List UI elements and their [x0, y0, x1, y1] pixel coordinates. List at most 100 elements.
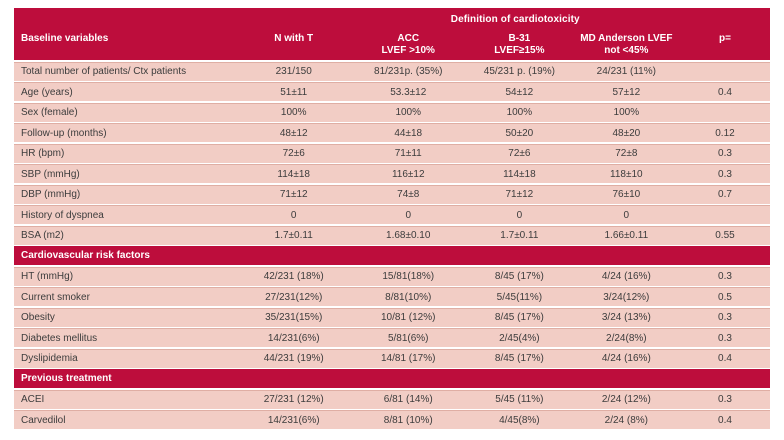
column-header-n-with-t: N with T [237, 33, 350, 57]
row-label: SBP (mmHg) [21, 168, 80, 180]
column-header-label: Baseline variables [21, 33, 109, 44]
value-cell: 48±12 [279, 127, 308, 139]
table-row: HT (mmHg) 42/231 (18%) 15/81(18%) 8/45 (17%… [14, 266, 770, 286]
value-cell: 71±12 [279, 189, 308, 200]
value-cell: 0 [623, 209, 630, 221]
table-row: Follow-up (months) 48±12 44±18 50±20 48±20 0.… [14, 123, 770, 142]
value-cell: 100% [506, 107, 533, 118]
table-row: Dyslipidemia 44/231 (19%) 14/81 (17%) 8/45 … [14, 348, 770, 368]
value-cell: 4/24 (16%) [601, 271, 651, 282]
value-cell: 44±18 [394, 127, 423, 139]
value-cell: 4/45(8%) [499, 414, 540, 426]
column-header-subline: LVEF >10% [381, 45, 435, 56]
value-cell: 5/81(6%) [387, 332, 429, 344]
row-label: HT (mmHg) [21, 271, 74, 282]
header-columns: Baseline variables N with T ACC LVEF >10… [14, 33, 770, 57]
column-header-md-anderson: MD Anderson LVEF not <45% [573, 33, 680, 57]
p-value-cell: 0.12 [715, 127, 735, 139]
row-label: History of dyspnea [21, 209, 104, 221]
p-value-cell: 0.7 [718, 189, 732, 200]
row-label: DBP (mmHg) [21, 189, 81, 200]
value-cell: 8/45 (17%) [494, 312, 544, 323]
value-cell: 0 [290, 209, 297, 221]
value-cell: 8/81(10%) [385, 291, 432, 303]
table-row: BSA (m2) 1.7±0.11 1.68±0.10 1.7±0.11 1.66±0.… [14, 225, 770, 245]
value-cell: 100% [395, 107, 422, 118]
p-value-cell: 0.3 [718, 168, 732, 180]
table-body: Total number of patients/ Ctx patients 23… [14, 61, 770, 429]
value-cell: 2/24 (12%) [601, 394, 651, 405]
row-label: Obesity [21, 312, 55, 323]
value-cell: 3/24(12%) [603, 291, 650, 303]
row-label: Sex (female) [21, 107, 78, 118]
column-header-b31: B-31 LVEF≥15% [466, 33, 573, 57]
value-cell: 231/150 [275, 66, 312, 77]
row-label: Follow-up (months) [21, 127, 107, 139]
p-value-cell: 0.55 [715, 230, 735, 241]
p-value-cell: 0.4 [718, 86, 732, 98]
column-header-baseline-variables: Baseline variables [14, 33, 237, 57]
table-row: Current smoker 27/231(12%) 8/81(10%) 5/45(1… [14, 287, 770, 306]
p-value-cell: 0.3 [718, 312, 732, 323]
value-cell: 76±10 [612, 189, 641, 200]
table-row: HR (bpm) 72±6 71±11 72±6 72±8 0.3 [14, 143, 770, 163]
value-cell: 42/231 (18%) [263, 271, 324, 282]
value-cell: 53.3±12 [390, 86, 427, 98]
column-header-label: ACC [397, 33, 420, 44]
table-row: Obesity 35/231(15%) 10/81 (12%) 8/45 (17%) 3… [14, 307, 770, 327]
value-cell: 3/24 (13%) [601, 312, 651, 323]
value-cell: 6/81 (14%) [383, 394, 433, 405]
row-label: Dyslipidemia [21, 353, 78, 364]
table-row: DBP (mmHg) 71±12 74±8 71±12 76±10 0.7 [14, 184, 770, 204]
value-cell: 0 [516, 209, 523, 221]
row-label: HR (bpm) [21, 148, 65, 159]
value-cell: 8/45 (17%) [494, 271, 544, 282]
value-cell: 100% [613, 107, 640, 118]
table-row: Diabetes mellitus 14/231(6%) 5/81(6%) 2/45(… [14, 328, 770, 347]
value-cell: 4/24 (16%) [601, 353, 651, 364]
column-header-p-value: p= [680, 33, 770, 57]
row-label: Age (years) [21, 86, 73, 98]
row-label: ACEI [21, 394, 45, 405]
value-cell: 27/231(12%) [265, 291, 323, 303]
value-cell: 24/231 (11%) [596, 66, 656, 77]
row-label: Current smoker [21, 291, 90, 303]
value-cell: 1.66±0.11 [604, 230, 649, 241]
p-value-cell: 0.3 [718, 394, 732, 405]
column-header-label: B-31 [508, 33, 531, 44]
value-cell: 48±20 [612, 127, 641, 139]
value-cell: 74±8 [397, 189, 420, 200]
value-cell: 10/81 (12%) [380, 312, 436, 323]
column-header-subline: not <45% [604, 45, 649, 56]
value-cell: 45/231 p. (19%) [483, 66, 555, 77]
table-row: ACEI 27/231 (12%) 6/81 (14%) 5/45 (11%) 2/24… [14, 389, 770, 409]
value-cell: 2/24 (8%) [604, 414, 648, 426]
p-value-cell: 0.5 [718, 291, 732, 303]
value-cell: 5/45 (11%) [495, 394, 544, 405]
value-cell: 0 [405, 209, 412, 221]
value-cell: 71±11 [394, 148, 422, 159]
p-value-cell: 0.3 [718, 332, 732, 344]
column-header-label: p= [719, 33, 731, 44]
column-header-subline: LVEF≥15% [494, 45, 545, 56]
value-cell: 71±12 [505, 189, 534, 200]
value-cell: 1.68±0.10 [386, 230, 431, 241]
section-header: Previous treatment [14, 369, 770, 388]
value-cell: 116±12 [391, 168, 425, 180]
value-cell: 50±20 [505, 127, 534, 139]
p-value-cell: 0.4 [718, 353, 732, 364]
table-row: Age (years) 51±11 53.3±12 54±12 57±12 0.4 [14, 82, 770, 101]
p-value-cell: 0.4 [718, 414, 732, 426]
value-cell: 2/24(8%) [606, 332, 647, 344]
row-label: Total number of patients/ Ctx patients [21, 66, 187, 77]
value-cell: 72±6 [508, 148, 531, 159]
column-header-label: N with T [274, 33, 314, 44]
column-header-label: MD Anderson LVEF [580, 33, 673, 44]
row-label: Diabetes mellitus [21, 332, 98, 344]
header-span-title: Definition of cardiotoxicity [450, 14, 580, 25]
value-cell: 1.7±0.11 [500, 230, 539, 241]
table-row: Carvedilol 14/231(6%) 8/81 (10%) 4/45(8%) 2/… [14, 410, 770, 429]
value-cell: 114±18 [503, 168, 536, 180]
table-row: Sex (female) 100% 100% 100% 100% [14, 102, 770, 122]
